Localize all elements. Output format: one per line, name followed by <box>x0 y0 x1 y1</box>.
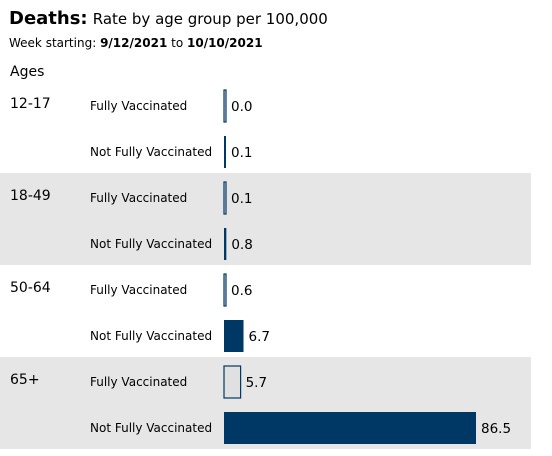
fully-vaccinated-bar <box>223 273 227 307</box>
vaccination-status-label: Not Fully Vaccinated <box>90 329 212 343</box>
not-fully-vaccinated-bar <box>224 320 244 352</box>
age-band-background <box>0 173 531 265</box>
week-prefix: Week starting: <box>9 36 97 50</box>
title-description: Rate by age group per 100,000 <box>92 10 328 28</box>
value-label: 0.1 <box>231 191 252 207</box>
value-label: 0.8 <box>231 237 252 253</box>
not-fully-vaccinated-bar <box>224 412 476 444</box>
vaccination-status-label: Not Fully Vaccinated <box>90 145 212 159</box>
fully-vaccinated-bar <box>223 181 227 215</box>
fully-vaccinated-bar <box>223 89 227 123</box>
age-group-label: 65+ <box>10 372 40 388</box>
age-group-label: 50-64 <box>10 280 51 296</box>
vaccination-status-label: Fully Vaccinated <box>90 375 187 389</box>
age-group-label: 12-17 <box>10 96 51 112</box>
vaccination-status-label: Fully Vaccinated <box>90 191 187 205</box>
vaccination-status-label: Not Fully Vaccinated <box>90 237 212 251</box>
value-label: 0.0 <box>231 99 252 115</box>
to-word: to <box>171 36 184 50</box>
not-fully-vaccinated-bar <box>224 136 226 168</box>
title-metric: Deaths: <box>9 8 88 29</box>
ages-axis-label: Ages <box>10 64 45 80</box>
age-group-label: 18-49 <box>10 188 51 204</box>
fully-vaccinated-bar <box>223 365 242 399</box>
value-label: 86.5 <box>481 421 511 437</box>
value-label: 5.7 <box>246 375 267 391</box>
chart-title: Deaths: Rate by age group per 100,000 <box>9 8 328 29</box>
end-date: 10/10/2021 <box>187 36 263 50</box>
vaccination-status-label: Fully Vaccinated <box>90 283 187 297</box>
value-label: 0.6 <box>231 283 252 299</box>
value-label: 0.1 <box>231 145 252 161</box>
value-label: 6.7 <box>249 329 270 345</box>
date-range: Week starting: 9/12/2021 to 10/10/2021 <box>9 36 263 50</box>
vaccination-status-label: Fully Vaccinated <box>90 99 187 113</box>
deaths-rate-bar-chart: 12-17 Fully Vaccinated 0.0 Not Fully Vaccin… <box>0 89 531 449</box>
start-date: 9/12/2021 <box>100 36 168 50</box>
vaccination-status-label: Not Fully Vaccinated <box>90 421 212 435</box>
not-fully-vaccinated-bar <box>224 228 227 260</box>
